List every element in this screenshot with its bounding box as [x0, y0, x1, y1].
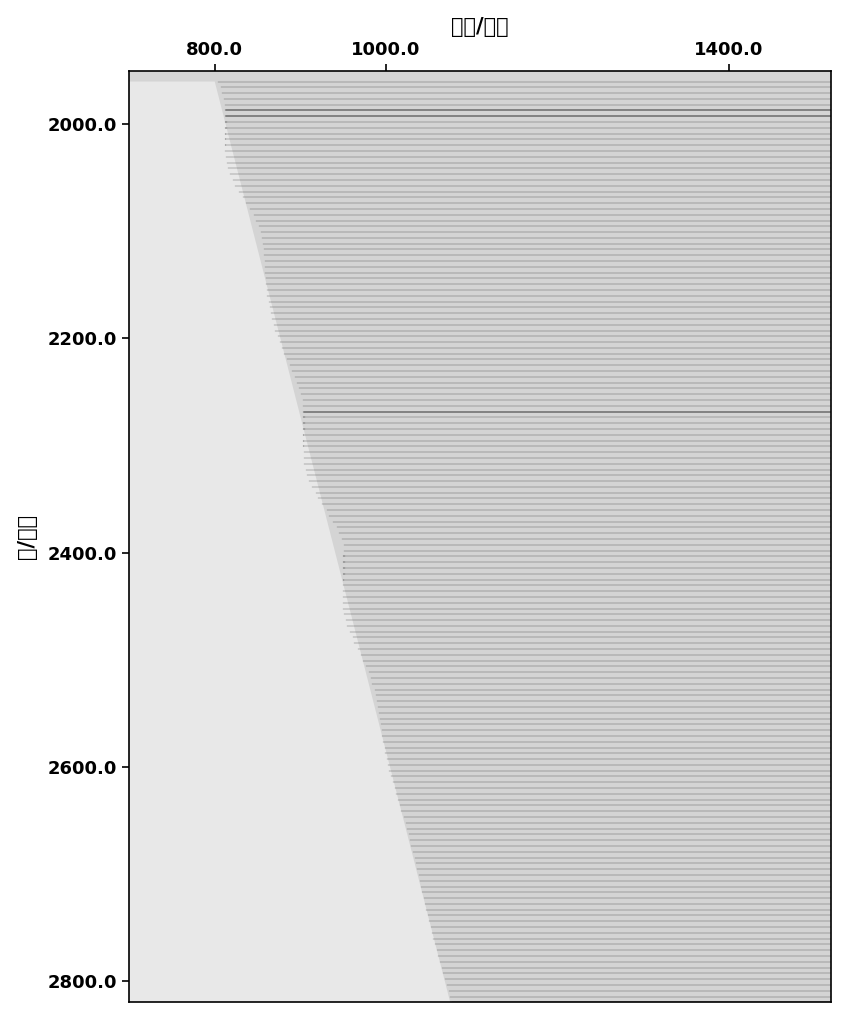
X-axis label: 时间/毫秒: 时间/毫秒	[451, 16, 509, 37]
Polygon shape	[129, 82, 450, 1003]
Y-axis label: 米/深度: 米/深度	[17, 514, 36, 559]
